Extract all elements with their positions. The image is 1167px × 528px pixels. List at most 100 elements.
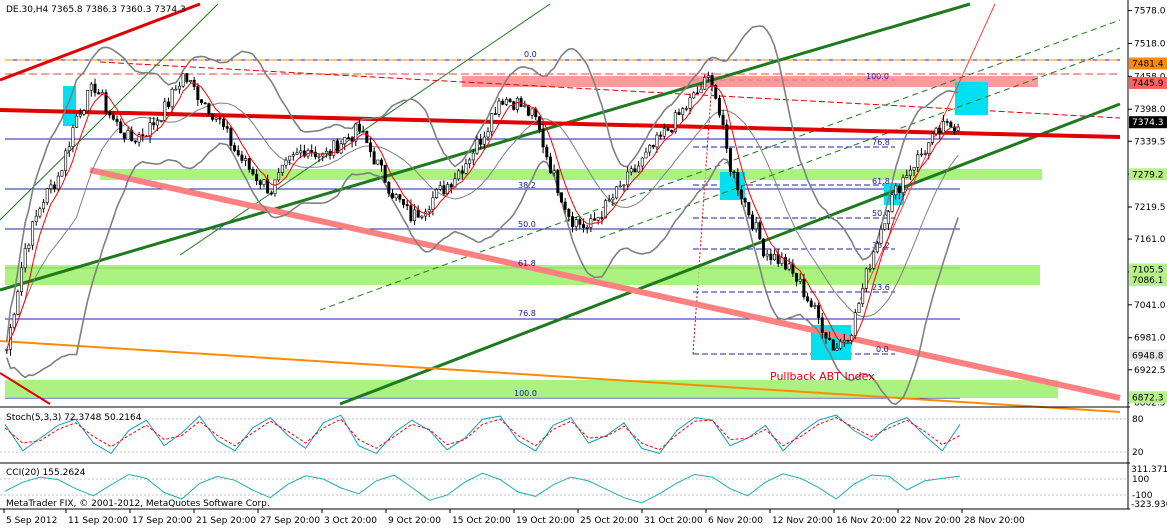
candle-body [710,75,714,86]
candle-body [321,153,325,157]
candle-body [897,185,901,193]
candle-body [956,126,960,132]
candle-body [523,104,527,107]
candle-body [12,314,16,328]
candle-body [38,208,42,217]
candle-body [703,77,707,90]
candle-body [5,349,9,351]
candle-body [409,205,413,222]
candle-body [802,278,806,298]
price-tag-label: 7279.2 [1132,170,1164,180]
x-tick-label: 28 Nov 20:00 [964,516,1025,526]
candle-body [346,137,350,139]
y-tick-label: 7518.0 [1134,39,1166,49]
candle-body [368,142,372,152]
candle-body [593,218,597,221]
cci-pane [0,472,1128,504]
candle-body [850,335,854,341]
svg-text:23.6: 23.6 [872,283,890,292]
bollinger-upper [6,25,959,342]
candle-body [493,113,497,115]
candle-body [706,75,710,78]
candle-body [578,219,582,225]
candle-body [435,189,439,198]
stoch-tick-20: 20 [1132,448,1144,458]
price-tag [1129,168,1167,181]
candle-body [831,339,835,351]
candle-body [798,278,802,282]
candle-body [449,184,453,188]
candle-body [784,257,788,270]
candle-body [56,175,60,190]
candle-body [692,92,696,99]
candle-body [659,134,663,137]
fib-labels: 0.0 38.2 50.0 61.8 76.8 100.0 100.0 76.8… [514,50,890,398]
candle-body [750,214,754,230]
candle-body [269,192,273,195]
candle-body [431,197,435,210]
candle-body [758,222,762,240]
candle-body [930,133,934,143]
svg-text:38.2: 38.2 [518,181,536,190]
svg-text:61.8: 61.8 [872,177,890,186]
candle-body [813,305,817,307]
ma-line [6,82,959,350]
candle-body [717,98,721,116]
candle-body [67,146,71,152]
price-tag [1129,349,1167,362]
candle-body [394,194,398,199]
x-tick-label: 22 Nov 20:00 [900,516,961,526]
candle-body [681,108,685,116]
candlesticks [5,71,960,356]
candle-body [552,170,556,174]
svg-text:76.8: 76.8 [518,309,536,318]
x-tick-label: 31 Oct 20:00 [644,516,703,526]
candle-body [240,154,244,161]
candle-body [684,108,688,110]
trend-lines [0,2,1121,413]
candle-body [174,88,178,91]
candle-body [949,121,953,128]
candle-body [457,170,461,180]
candle-body [365,130,369,144]
price-tag-label: 6948.8 [1132,351,1164,361]
candle-body [901,177,905,193]
candle-body [806,296,810,302]
symbol-info: DE.30,H4 7365.8 7386.3 7360.3 7374.3 [6,5,186,15]
candle-body [688,97,692,109]
candle-body [721,114,725,126]
candle-body [908,169,912,177]
candle-body [655,134,659,148]
x-tick-label: 9 Oct 20:00 [388,516,441,526]
candle-body [886,211,890,225]
candle-body [291,154,295,157]
candle-body [387,182,391,194]
candle-body [196,86,200,100]
candle-body [582,224,586,229]
candle-body [637,165,641,173]
candle-body [379,159,383,166]
svg-text:50.0: 50.0 [518,220,536,229]
stoch-signal-line [4,417,961,451]
price-tag-label: 7445.9 [1132,79,1164,89]
annotation-label: Pullback ABT Index [770,370,875,383]
candle-body [629,168,633,173]
candle-body [332,140,336,156]
candle-body [927,142,931,154]
y-tick-label: 7578.0 [1134,7,1166,17]
candle-body [222,118,226,127]
candle-body [864,268,868,289]
svg-text:0.0: 0.0 [524,50,537,59]
candle-body [923,153,927,155]
candle-body [207,103,211,115]
candle-body [233,145,237,151]
y-tick-label: 7161.0 [1134,235,1166,245]
candle-body [839,341,843,349]
candle-body [141,134,145,137]
candle-body [530,108,534,116]
candle-body [482,136,486,145]
cci-axis: 311.371 100 -100 -323.930 [1131,465,1167,510]
candle-body [372,151,376,165]
candle-body [945,121,949,123]
candle-body [633,168,637,173]
